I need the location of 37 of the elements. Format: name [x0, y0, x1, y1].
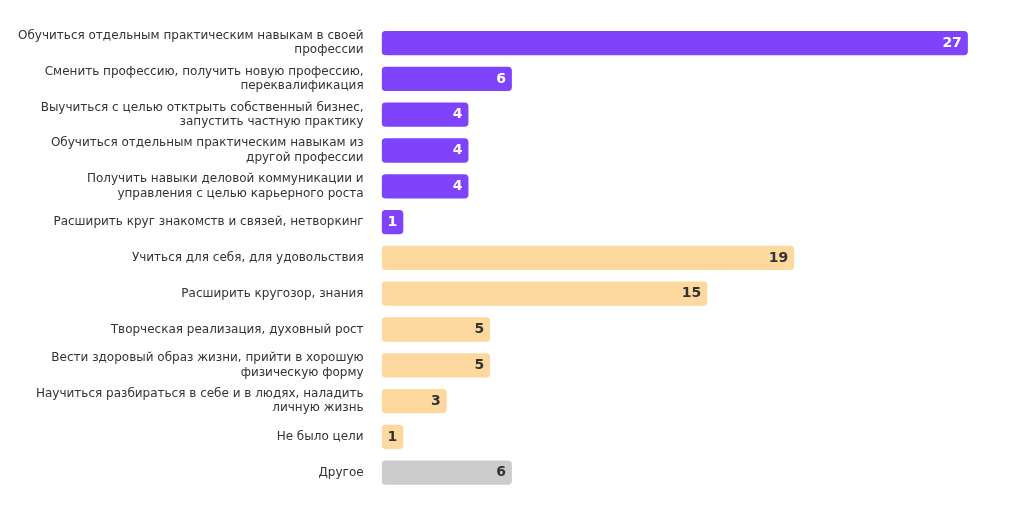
bar: [381, 245, 795, 271]
y-tick-label: Научиться разбираться в себе и в людях, наладить личную жизнь: [35, 386, 364, 415]
y-tick-label: Не было цели: [276, 429, 364, 444]
bar: [381, 460, 512, 485]
data-label: 4: [452, 105, 463, 122]
y-tick-label: Расширить кругозор, знания: [181, 285, 364, 300]
bar: [381, 317, 491, 342]
y-tick-label: Другое: [318, 464, 364, 479]
y-tick-label: Сменить профессию, получить новую профессию, переквалификация: [44, 63, 364, 93]
y-tick-label: Вести здоровый образ жизни, прийти в хорошую физическую форму: [51, 350, 364, 379]
y-tick-label: Творческая реализация, духовный рост: [109, 321, 364, 336]
data-label: 3: [430, 391, 441, 408]
data-label: 4: [452, 141, 463, 158]
bar: [381, 138, 469, 163]
bar: [381, 30, 968, 56]
bar: [381, 388, 447, 414]
data-label: 5: [474, 355, 485, 372]
bar: [381, 353, 491, 378]
y-tick-label: Получить навыки деловой коммуникации и управления с целью карьерного роста: [86, 171, 364, 200]
bar: [381, 66, 512, 92]
y-tick-label: Расширить круг знакомств и связей, нетворкинг: [53, 214, 364, 229]
data-label: 1: [387, 212, 398, 229]
data-label: 6: [496, 463, 506, 480]
y-tick-label: Учиться для себя, для удовольствия: [131, 250, 364, 265]
data-label: 6: [496, 69, 506, 86]
bar: [381, 281, 708, 306]
bar: [381, 174, 469, 199]
data-label: 4: [452, 176, 463, 193]
y-tick-label: Обучиться отдельным практическим навыкам из другой профессии: [50, 135, 364, 164]
bar: [381, 102, 469, 127]
data-label: 15: [681, 284, 702, 301]
data-label: 27: [942, 33, 962, 50]
data-label: 19: [768, 248, 789, 265]
y-tick-label: Выучиться с целью отктрыть собственный бизнес, запустить частную практику: [40, 99, 364, 129]
data-label: 1: [387, 427, 398, 444]
data-label: 5: [474, 320, 485, 337]
y-tick-label: Обучиться отдельным практическим навыкам в своей профессии: [17, 28, 364, 57]
